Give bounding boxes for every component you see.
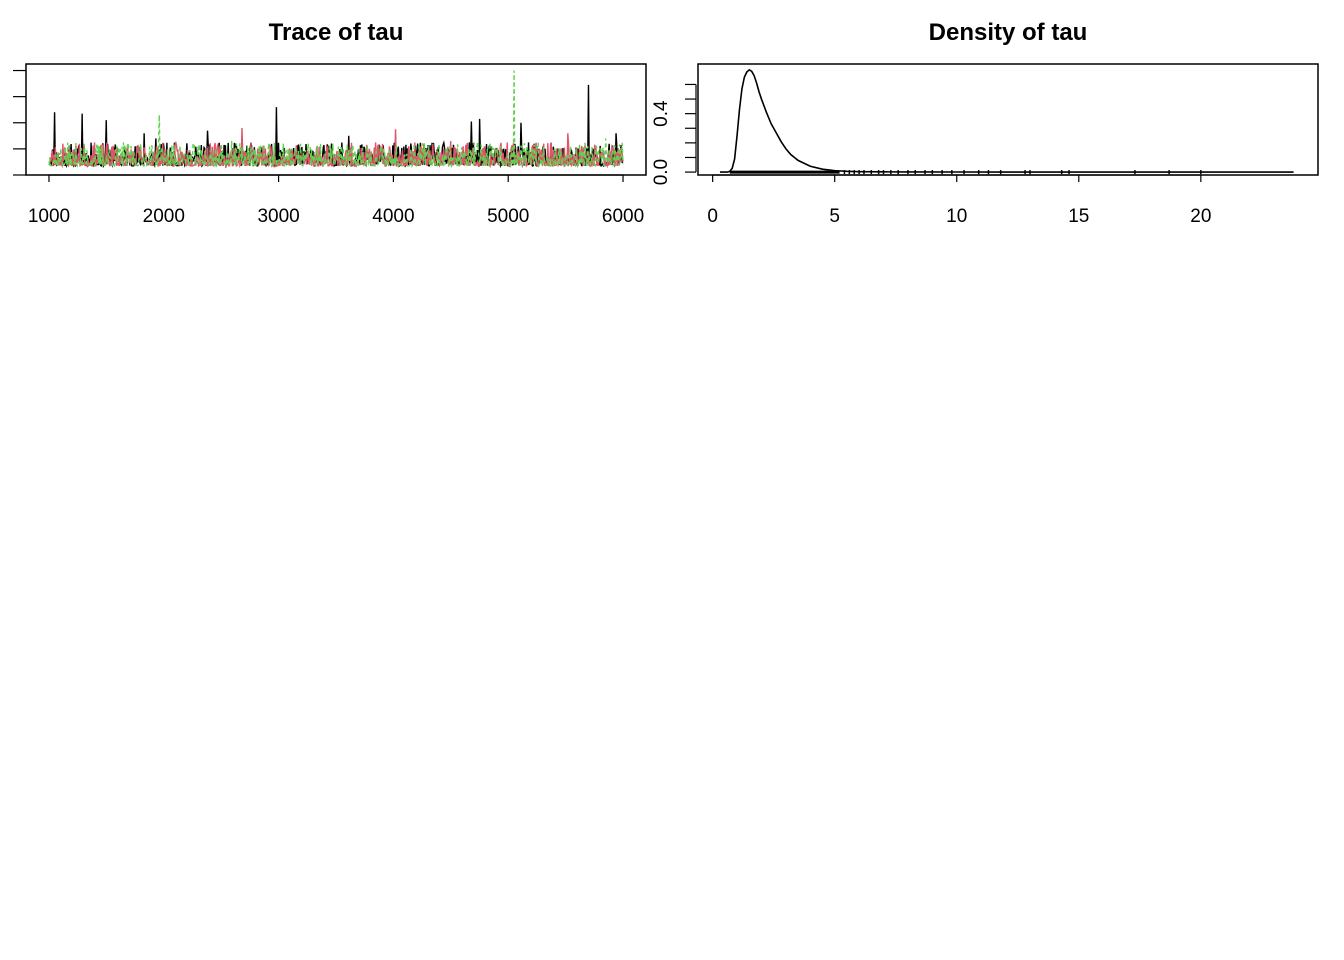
x-tick-label: 5 bbox=[829, 206, 840, 227]
x-axis: 0 5 10 15 20 bbox=[707, 174, 1211, 227]
x-tick-label: 5000 bbox=[487, 206, 529, 227]
y-axis: 0.0 0.4 bbox=[651, 83, 697, 185]
chart-title: Density of tau bbox=[929, 19, 1088, 46]
x-tick-label: 20 bbox=[1190, 206, 1211, 227]
trace-lines bbox=[48, 70, 624, 169]
x-tick-label: 10 bbox=[946, 206, 967, 227]
plot-frame bbox=[697, 63, 1319, 176]
x-tick-label: 3000 bbox=[257, 206, 299, 227]
y-tick-label: 0.0 bbox=[651, 159, 672, 185]
x-tick-label: 2000 bbox=[143, 206, 185, 227]
x-axis: 1000 2000 3000 4000 5000 6000 bbox=[28, 174, 644, 227]
x-tick-label: 6000 bbox=[602, 206, 644, 227]
density-plot: Density of tau 0 5 10 15 20 0.0 0.4 bbox=[651, 19, 1319, 227]
y-axis bbox=[13, 69, 26, 176]
density-curve bbox=[719, 68, 1294, 173]
density-curve-group bbox=[719, 68, 1294, 173]
trace-line-chain-2 bbox=[48, 127, 624, 169]
x-tick-label: 1000 bbox=[28, 206, 70, 227]
trace-line-chain-3 bbox=[48, 70, 624, 169]
trace-plot: Trace of tau 1000 2000 3000 4000 5000 6000 bbox=[13, 19, 647, 227]
x-tick-label: 4000 bbox=[372, 206, 414, 227]
y-tick-label: 0.4 bbox=[651, 100, 672, 127]
x-tick-label: 15 bbox=[1068, 206, 1089, 227]
x-tick-label: 0 bbox=[707, 206, 718, 227]
chart-title: Trace of tau bbox=[269, 19, 404, 46]
